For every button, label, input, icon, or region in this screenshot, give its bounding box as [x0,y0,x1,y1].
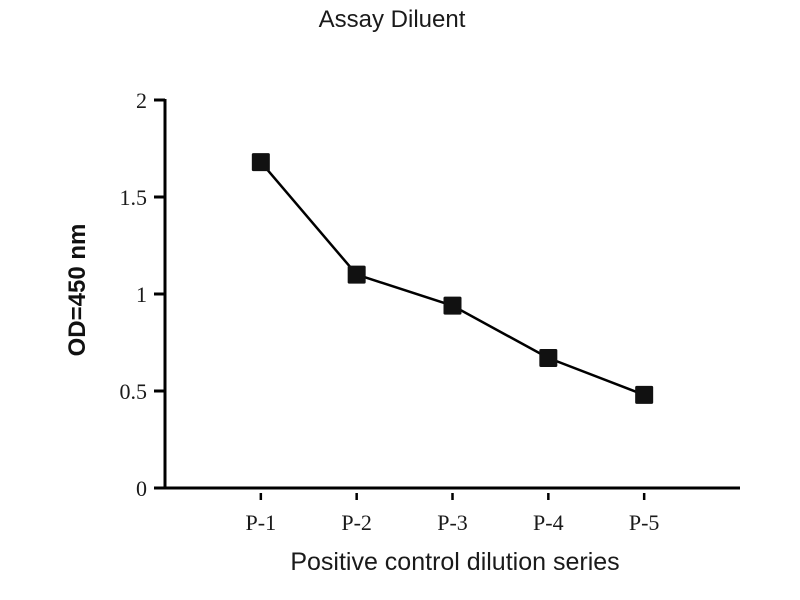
data-point-marker [251,153,270,172]
y-tick-label: 2 [136,88,147,113]
x-tick-label: P-4 [533,510,564,535]
y-tick-label: 1.5 [120,185,148,210]
data-point-marker [635,385,654,404]
y-axis-label: OD=450 nm [64,223,91,357]
y-tick-label: 1 [136,282,147,307]
x-tick-label: P-3 [437,510,468,535]
data-line [259,161,645,397]
x-axis-label: Positive control dilution series [290,548,620,576]
y-tick-label: 0.5 [120,379,148,404]
data-point-marker [347,265,366,284]
x-tick-label: P-1 [246,510,277,535]
data-point-marker [539,349,558,368]
x-tick-label: P-2 [341,510,372,535]
x-tick-label: P-5 [629,510,660,535]
chart-title: Assay Diluent [318,6,466,33]
data-point-marker [443,296,462,315]
y-tick-label: 0 [136,476,147,501]
